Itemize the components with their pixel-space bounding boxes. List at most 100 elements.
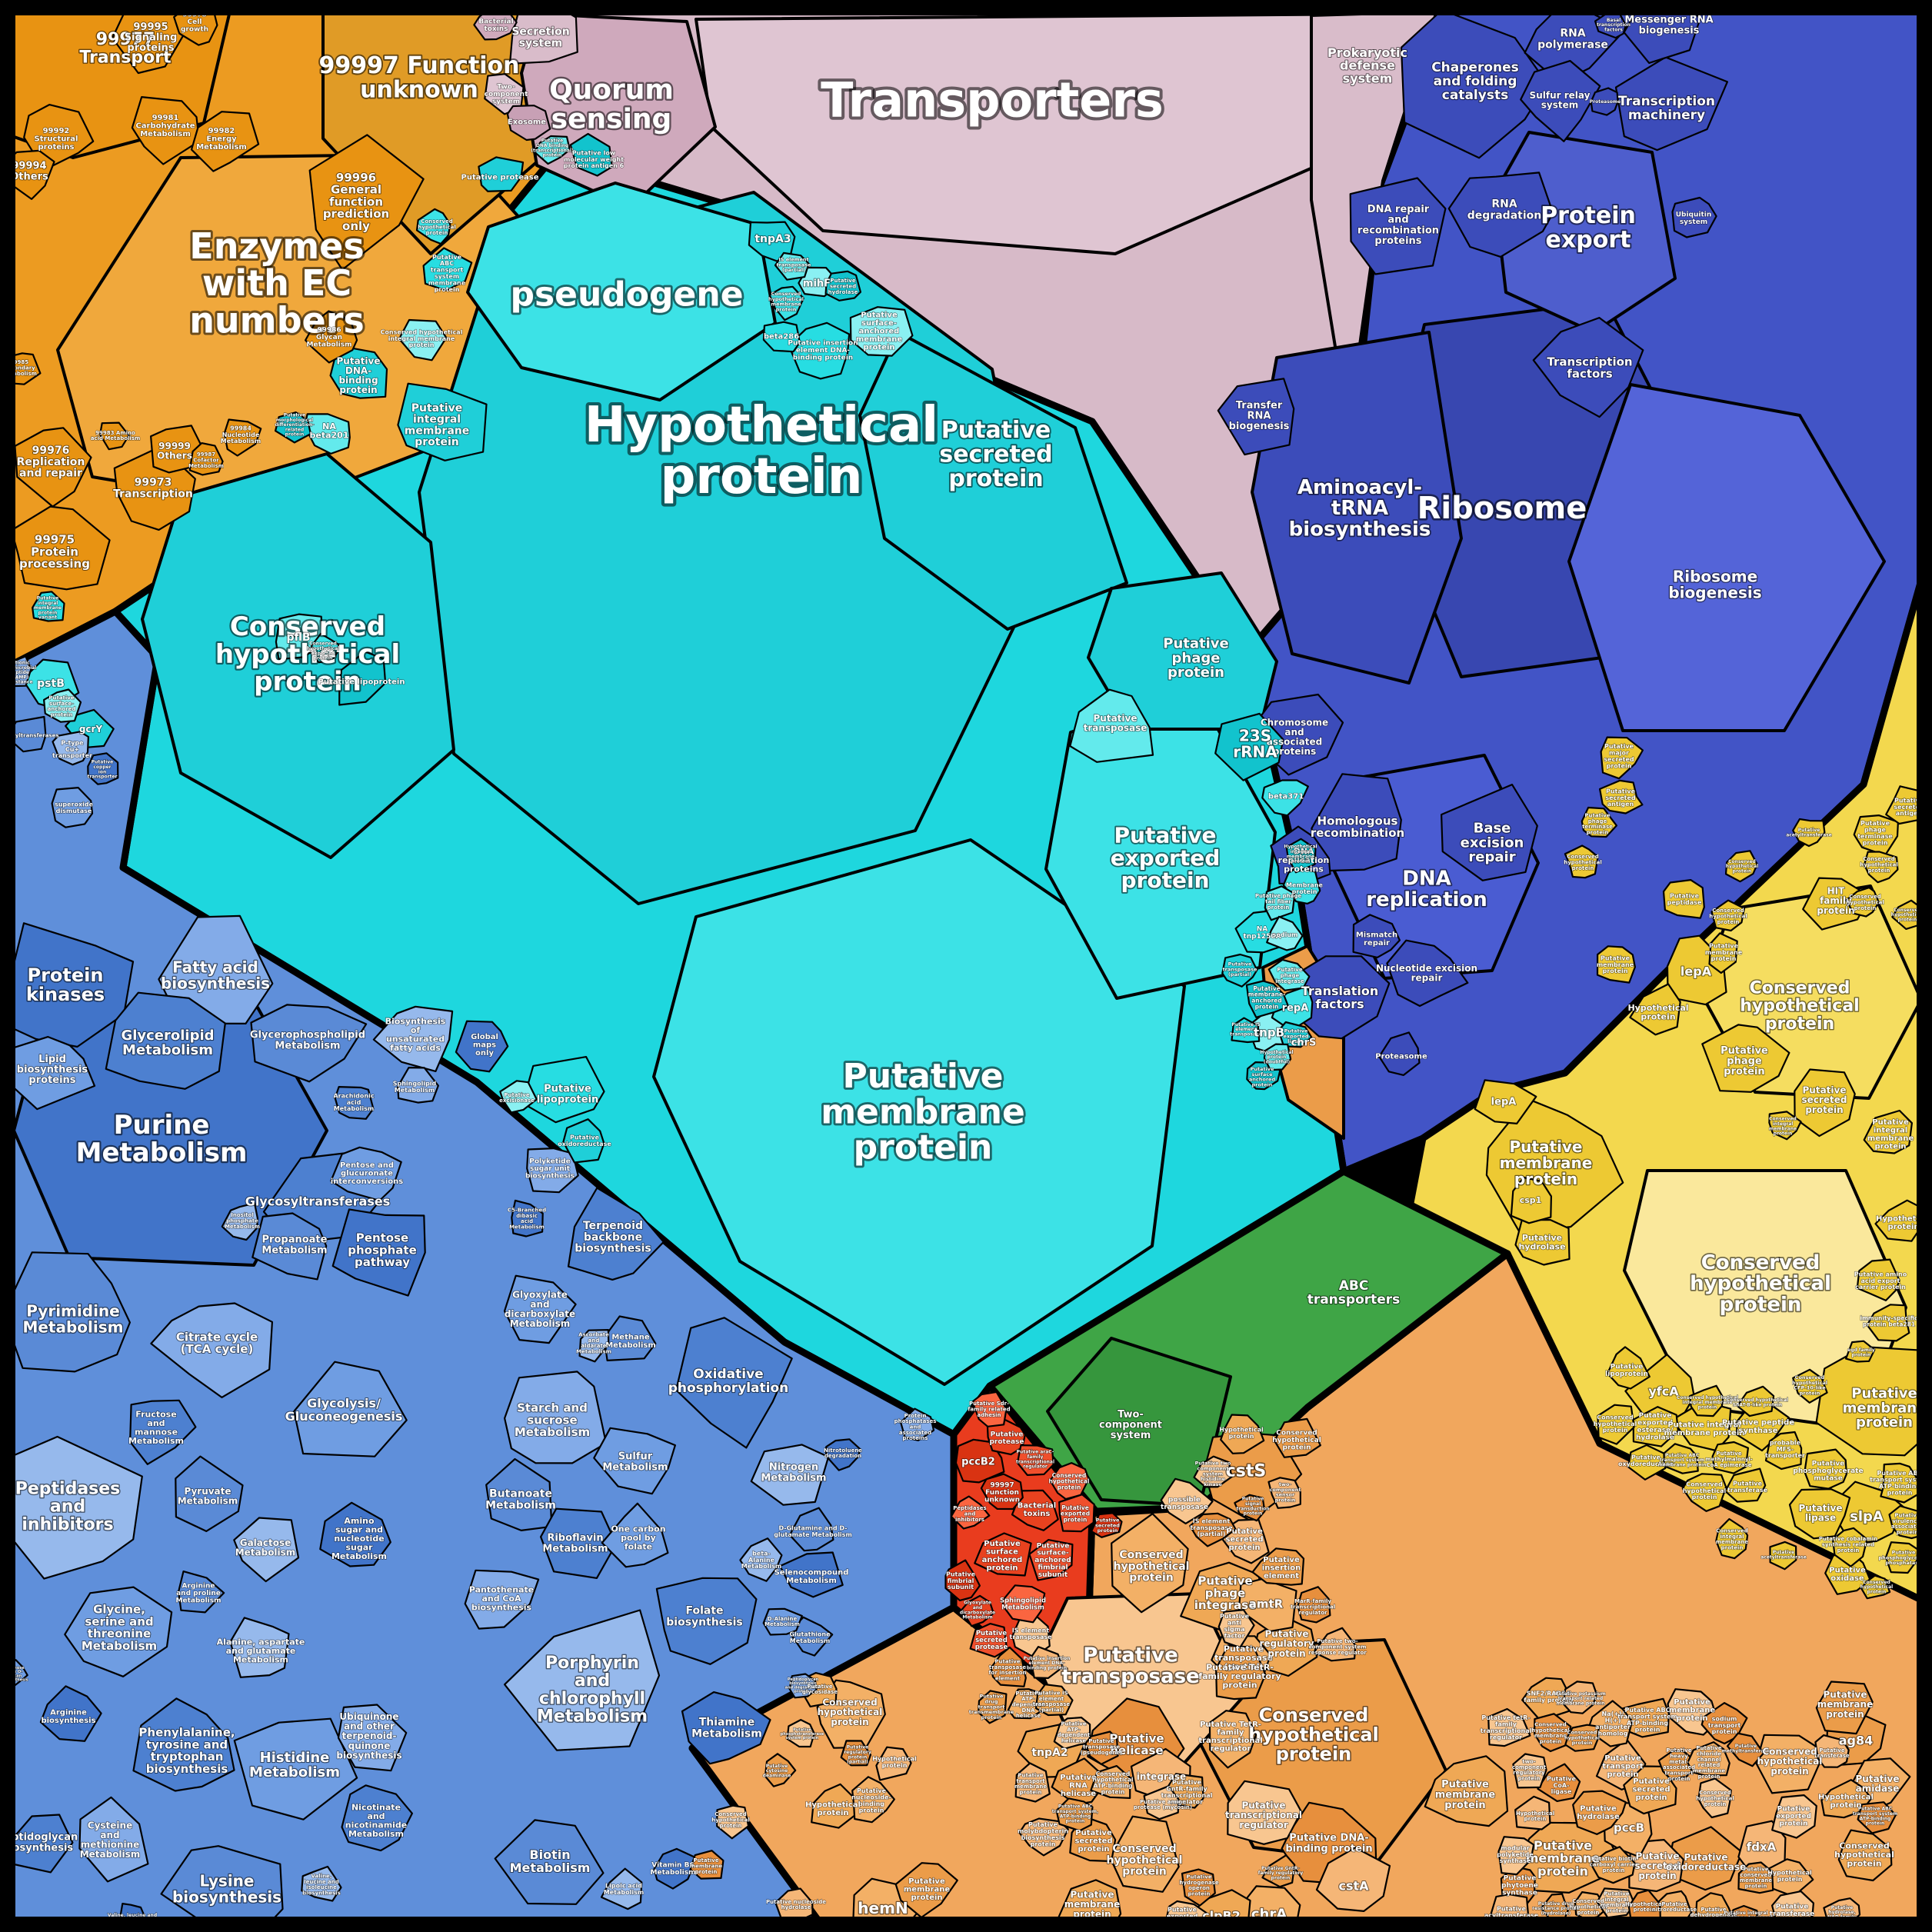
treemap-cell-label: Galactose Metabolism [235,1537,296,1558]
treemap-cell [858,331,1128,631]
treemap-cell-label: Putative integral membrane protein [1664,1421,1745,1437]
treemap-cell [1681,1473,1727,1512]
treemap-cell [337,1704,408,1772]
treemap-cell-label: 99984 Nucleotide Metabolism [221,425,261,445]
treemap-cell-label: two-component sensor protein [1270,1481,1301,1503]
treemap-cell [1845,1340,1876,1363]
treemap-cell [1029,1646,1064,1679]
treemap-cell-label: hemN [858,1899,908,1917]
treemap-cell [1837,1829,1893,1882]
treemap-cell-label: egd family protein [1847,1347,1875,1357]
treemap-cell-label: Putative virulence-associated protein [1891,1512,1924,1535]
treemap-cell-label: Putative biotin carboxyl carrier protein [1590,1856,1638,1874]
treemap-cell-label: Putative exported esterase/hydrolase [1636,1412,1674,1441]
treemap-cell-label: Conserved hypothetical protein [1834,1840,1894,1868]
treemap-cell-label: HIT family protein [1817,886,1854,916]
treemap-cell-label: Putative secreted protein [1802,1085,1847,1115]
treemap-cell-label: Propanoate Metabolism [261,1234,327,1257]
treemap-cell-label: Hypothetical integral membrane protein [1284,844,1317,864]
treemap-cell [105,991,226,1090]
treemap-cell [129,1399,197,1465]
treemap-cell [1028,1538,1074,1581]
treemap-cell-label: Putative exported protein [1776,1806,1811,1828]
treemap-cell [398,318,448,361]
treemap-cell [466,182,777,401]
treemap-cell-label: Putative acetyltransferase [1786,828,1832,838]
treemap-cell [1277,1021,1313,1048]
treemap-cell [689,1850,724,1880]
treemap-cell [1755,1734,1826,1794]
treemap-cell-label: Peptidases and inhibitors [15,1480,121,1534]
treemap-cell-label: Cysteine and methionine Metabolism [80,1820,141,1860]
treemap-cell-label: Putative membrane protein [1435,1779,1496,1811]
treemap-cell-label: modular polyketide synthase [1497,1844,1534,1864]
treemap-cell-label: Nucleotide excision repair [1376,963,1477,984]
treemap-cell-label: Putative hydrolase [1577,1804,1620,1821]
treemap-cell [330,1146,402,1202]
treemap-cell-label: Valine, leucine and isoleucine biosynthesis [302,1873,341,1896]
treemap-cell [1261,779,1309,817]
treemap-cell-label: Putative chloride channel related membrane pr… [1693,1745,1726,1780]
treemap-cell [223,418,262,457]
treemap-cell-label: Putative transposase (partial) [1223,961,1257,978]
treemap-cell-label: pflB [286,631,310,644]
treemap-cell-label: gcrY [79,724,103,734]
treemap-cell [1863,1109,1913,1154]
treemap-cell [1245,980,1290,1018]
treemap-cell-label: Porphyrin and chlorophyll Metabolism [537,1654,648,1726]
treemap-cell [6,715,47,753]
treemap-cell [341,1784,414,1852]
treemap-cell-label: Putative excisionase [499,1092,535,1104]
treemap-cell [1700,1702,1748,1745]
treemap-cell-label: IS element transposase [1009,1627,1052,1641]
treemap-cell-label: 99999 Others [157,441,192,461]
treemap-cell-label: Putative membrane protein [821,1057,1025,1167]
treemap-cell-label: 99976 Replication and repair [17,445,85,479]
treemap-cell [1487,1707,1531,1747]
treemap-cell-label: Putative GntR-family regulatory protein [1258,1866,1304,1881]
treemap-cell [1014,1762,1051,1803]
treemap-cell-label: Ribosome [1417,491,1587,526]
treemap-cell-label: Conserved hypothetical protein [1107,1843,1183,1877]
treemap-cell [875,1746,912,1781]
treemap-cell-label: Ubiquinone and other terpenoid-quinone bios… [336,1711,401,1760]
treemap-cell-label: Putative oxidase [1829,1566,1866,1583]
treemap-cell [484,73,525,115]
treemap-cell-label: slpA [1850,1508,1884,1524]
treemap-cell-label: C5-Branched dibasic acid Metabolism [508,1207,546,1230]
treemap-cell-label: Proteasome [1590,99,1621,105]
treemap-cell [533,135,571,165]
treemap-cell [1160,1477,1214,1525]
treemap-cell [1627,1444,1667,1481]
treemap-cell-label: Putative integral membrane protein [405,402,470,448]
treemap-cell [1261,1854,1296,1888]
treemap-cell-label: cstA [1338,1879,1369,1894]
treemap-cell [229,1617,290,1678]
treemap-cell-label: MarR-family transcriptional regulator [1291,1598,1335,1616]
treemap-cell [455,1020,509,1073]
treemap-cell [851,1776,895,1824]
treemap-cell [1090,1512,1123,1538]
treemap-cell [1701,1024,1790,1093]
treemap-cell [52,731,90,766]
treemap-cell [1109,1815,1180,1893]
treemap-cell-label: Putative phytoene synthase [1501,1875,1538,1897]
treemap-cell [1058,1494,1095,1533]
treemap-cell-label: Putative ATP-dependent DNA helicase [1012,1690,1045,1719]
treemap-cell-label: yfcA [1648,1384,1679,1399]
treemap-cell-label: Pyrimidine Metabolism [22,1302,123,1337]
treemap-cell-label: Putative secreted antigen [1605,788,1636,808]
treemap-cell [415,208,451,245]
treemap-cell-label: Conserved hypothetical membrane protein [768,291,804,312]
treemap-cell-label: Bacterial toxins [478,18,513,32]
treemap-cell-label: lepA [1491,1097,1517,1108]
treemap-cell [1208,1710,1257,1769]
treemap-cell-label: Secretion system [511,26,569,50]
treemap-cell-label: Conserved hypothetical protein [1272,1430,1321,1452]
treemap-cell-label: Putative secreted protein [1635,1851,1681,1881]
treemap-cell-label: Lysine biosynthesis [172,1872,281,1907]
treemap-cell [1599,779,1644,814]
treemap-cell [1856,1258,1900,1302]
treemap-cell [762,321,801,353]
treemap-cell-label: Peptidoglycan biosynthesis and degradation… [785,1677,821,1694]
